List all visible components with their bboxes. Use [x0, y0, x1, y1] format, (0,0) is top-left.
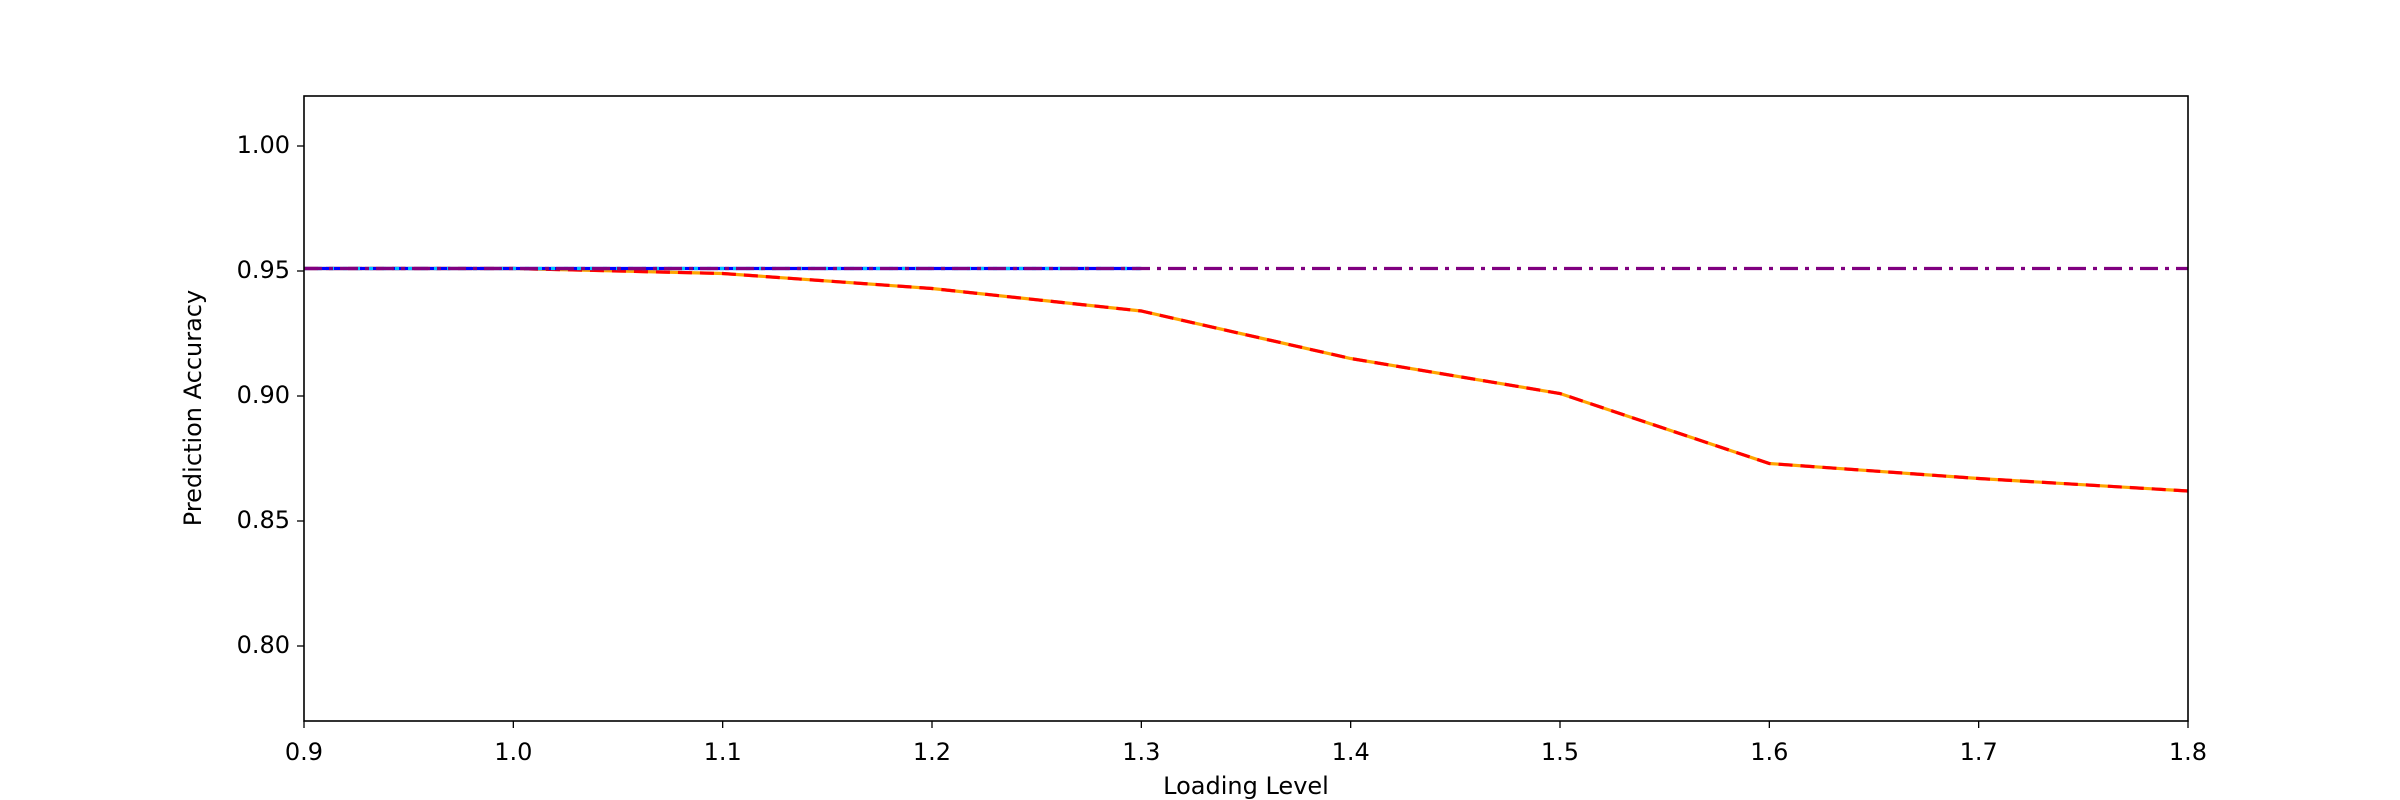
- x-tick-label: 0.9: [285, 738, 323, 766]
- line-series: [304, 266, 2189, 493]
- y-tick-label: 1.00: [237, 131, 290, 159]
- x-tick-label: 1.0: [494, 738, 532, 766]
- y-tick-label: 0.85: [237, 506, 290, 534]
- x-tick-label: 1.4: [1332, 738, 1370, 766]
- x-tick-label: 1.7: [1960, 738, 1998, 766]
- x-axis-label: Loading Level: [1163, 772, 1329, 800]
- y-tick-label: 0.80: [237, 631, 290, 659]
- x-tick-label: 1.5: [1541, 738, 1579, 766]
- y-tick-label: 0.90: [237, 381, 290, 409]
- plot-frame: [303, 95, 2189, 722]
- x-tick-label: 1.3: [1122, 738, 1160, 766]
- x-tick-label: 1.1: [704, 738, 742, 766]
- y-tick-label: 0.95: [237, 256, 290, 284]
- x-tick-label: 1.8: [2169, 738, 2207, 766]
- y-axis-label: Prediction Accuracy: [179, 290, 207, 526]
- line-series: [304, 266, 2189, 493]
- x-tick-label: 1.6: [1750, 738, 1788, 766]
- x-tick-label: 1.2: [913, 738, 951, 766]
